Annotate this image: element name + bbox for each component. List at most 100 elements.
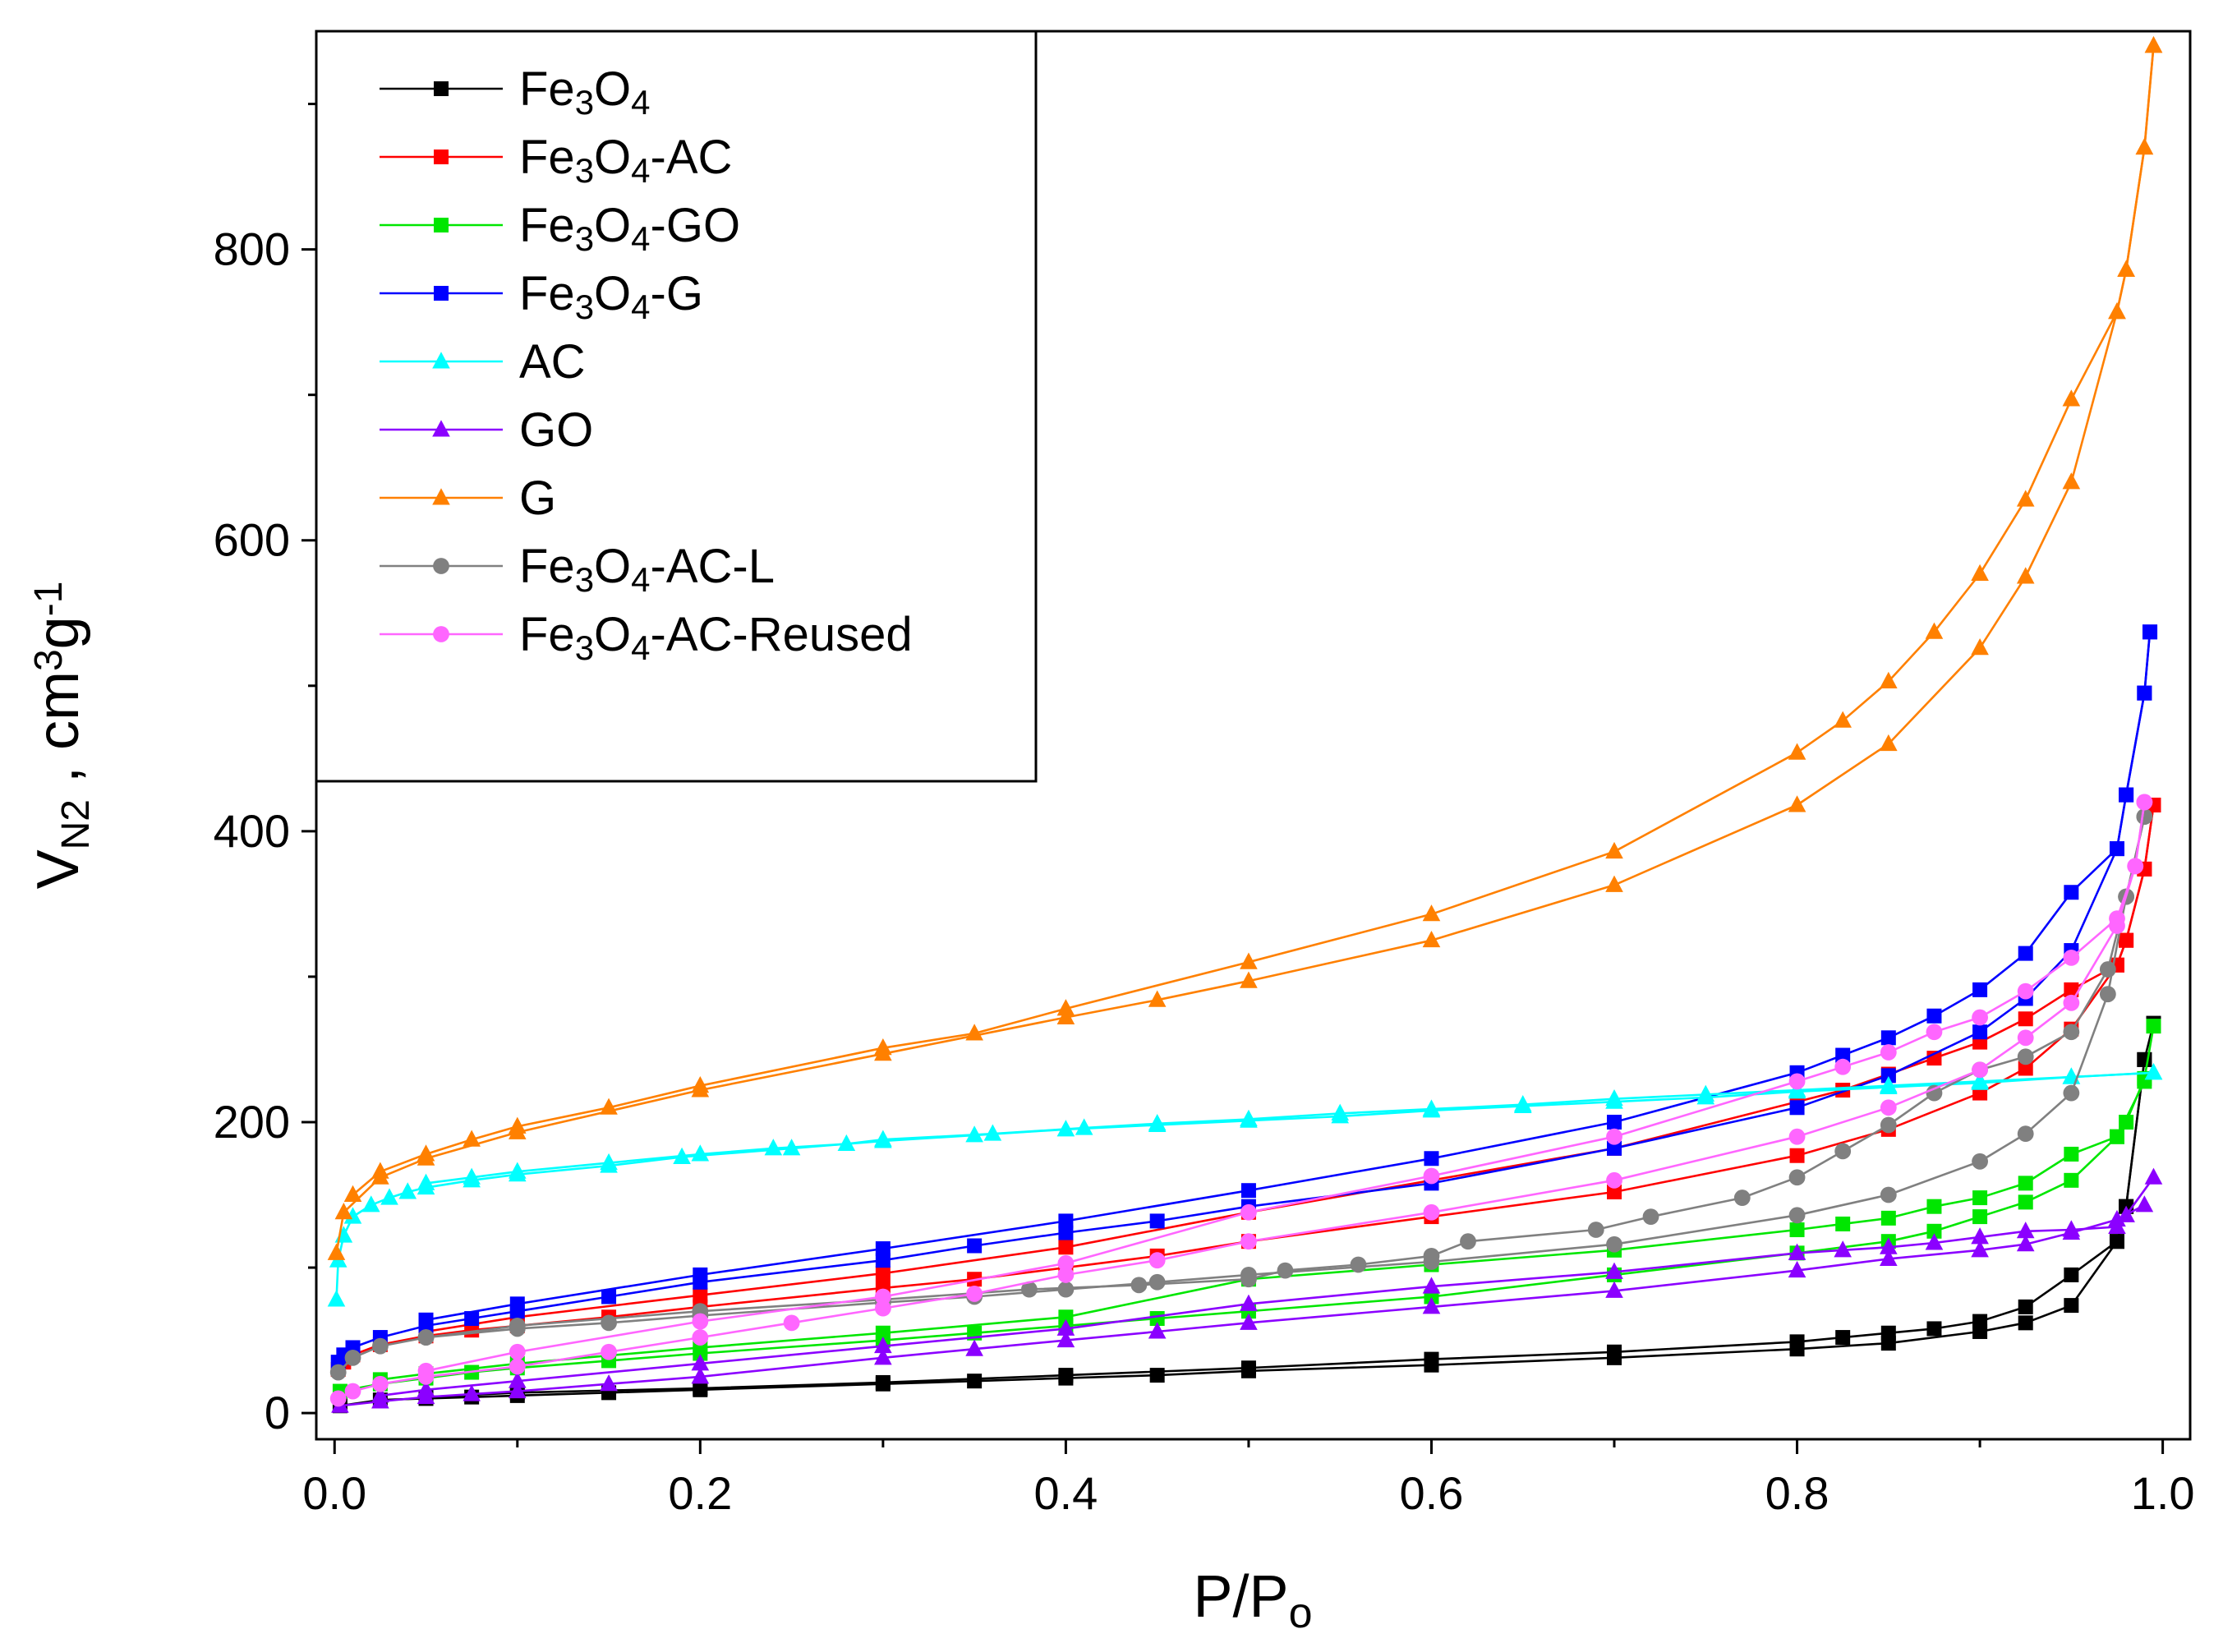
data-point-GO-adsorption-9 bbox=[1056, 1330, 1075, 1348]
legend-item-GO: GO bbox=[380, 403, 593, 457]
data-point-GO-adsorption-6 bbox=[691, 1367, 710, 1384]
y-tick-label: 200 bbox=[214, 1096, 290, 1148]
data-point-AC-desorption-10 bbox=[1240, 1109, 1258, 1126]
data-point-Fe3O4-AC-Reused-adsorption-8 bbox=[874, 1300, 891, 1317]
data-point-Fe3O4-AC-desorption-16 bbox=[693, 1287, 708, 1303]
data-point-GO-desorption-4 bbox=[2016, 1222, 2035, 1239]
data-point-GO-desorption-5 bbox=[1971, 1227, 1989, 1245]
y-axis-title-main: V bbox=[25, 849, 91, 889]
data-point-Fe3O4-AC-Reused-adsorption-13 bbox=[1423, 1203, 1440, 1221]
data-point-Fe3O4-G-desorption-8 bbox=[1880, 1030, 1896, 1046]
data-point-Fe3O4-AC-Reused-adsorption-9 bbox=[966, 1286, 983, 1302]
data-point-Fe3O4-AC-L-desorption-18 bbox=[1130, 1277, 1148, 1294]
data-point-Fe3O4-G-desorption-5 bbox=[2018, 946, 2033, 961]
data-point-GO-adsorption-7 bbox=[874, 1348, 892, 1365]
data-point-Fe3O4-AC-Reused-adsorption-0 bbox=[329, 1390, 347, 1407]
data-point-G-adsorption-9 bbox=[1240, 971, 1258, 988]
data-point-Fe3O4-AC-L-desorption-6 bbox=[1926, 1084, 1943, 1102]
data-point-GO-desorption-17 bbox=[417, 1380, 435, 1397]
data-point-Fe3O4-AC-L-desorption-13 bbox=[1460, 1233, 1476, 1250]
data-point-G-desorption-2 bbox=[2117, 260, 2135, 277]
data-point-Fe3O4-G-adsorption-16 bbox=[1789, 1100, 1805, 1116]
data-point-GO-desorption-8 bbox=[1834, 1240, 1852, 1258]
data-point-Fe3O4-desorption-14 bbox=[1058, 1368, 1074, 1383]
data-point-Fe3O4-desorption-11 bbox=[1607, 1344, 1622, 1360]
data-point-Fe3O4-G-desorption-7 bbox=[1926, 1008, 1942, 1024]
data-point-Fe3O4-G-adsorption-18 bbox=[1972, 1024, 1988, 1040]
legend-swatch-marker bbox=[434, 218, 449, 232]
data-point-AC-desorption-9 bbox=[1331, 1103, 1350, 1121]
data-point-Fe3O4-AC-Reused-adsorption-19 bbox=[2063, 994, 2080, 1011]
data-point-Fe3O4-G-desorption-4 bbox=[2064, 885, 2079, 900]
data-point-Fe3O4-desorption-12 bbox=[1424, 1351, 1439, 1367]
data-point-Fe3O4-AC-desorption-2 bbox=[2119, 932, 2134, 948]
data-point-Fe3O4-desorption-16 bbox=[693, 1381, 708, 1397]
legend-item-Fe3O4-AC-L: Fe3O4-AC-L bbox=[380, 540, 775, 599]
data-point-Fe3O4-AC-Reused-adsorption-15 bbox=[1788, 1128, 1806, 1145]
legend-item-G: G bbox=[380, 472, 556, 525]
series-line-Fe3O4-adsorption bbox=[339, 1059, 2146, 1407]
data-point-GO-desorption-11 bbox=[1422, 1277, 1441, 1294]
axes-layer: 0.0 0.2 0.4 0.6 0.8 1.0 0 200 400 600 800 bbox=[214, 103, 2195, 1519]
data-point-Fe3O4-adsorption-8 bbox=[967, 1374, 983, 1389]
data-point-AC-desorption-19 bbox=[508, 1162, 527, 1179]
data-point-Fe3O4-GO-desorption-5 bbox=[2018, 1176, 2033, 1191]
data-point-Fe3O4-AC-Reused-desorption-12 bbox=[1240, 1203, 1257, 1221]
data-point-GO-desorption-6 bbox=[1925, 1233, 1944, 1250]
data-point-Fe3O4-AC-adsorption-16 bbox=[1789, 1148, 1805, 1163]
data-point-Fe3O4-GO-desorption-7 bbox=[1926, 1199, 1942, 1214]
data-point-Fe3O4-AC-Reused-desorption-5 bbox=[1972, 1009, 1988, 1026]
data-point-Fe3O4-AC-Reused-adsorption-16 bbox=[1880, 1099, 1897, 1116]
data-point-Fe3O4-adsorption-18 bbox=[2064, 1298, 2079, 1314]
y-tick-label: 400 bbox=[214, 805, 290, 857]
data-point-GO-desorption-3 bbox=[2062, 1220, 2081, 1237]
data-point-GO-desorption-0 bbox=[2144, 1167, 2163, 1185]
y-tick-label: 0 bbox=[265, 1387, 290, 1438]
data-point-Fe3O4-AC-L-adsorption-1 bbox=[344, 1349, 361, 1366]
data-point-G-desorption-12 bbox=[1422, 904, 1441, 922]
data-point-Fe3O4-G-desorption-15 bbox=[875, 1241, 891, 1257]
data-point-AC-adsorption-14 bbox=[965, 1125, 983, 1143]
data-point-Fe3O4-AC-Reused-desorption-10 bbox=[1606, 1128, 1622, 1145]
data-point-Fe3O4-AC-L-adsorption-0 bbox=[329, 1364, 347, 1381]
data-point-AC-desorption-7 bbox=[1513, 1095, 1532, 1112]
data-point-AC-adsorption-15 bbox=[1056, 1120, 1075, 1137]
data-point-Fe3O4-AC-L-desorption-19 bbox=[1020, 1281, 1038, 1298]
data-point-Fe3O4-GO-desorption-10 bbox=[1789, 1222, 1805, 1238]
data-point-G-desorption-13 bbox=[1240, 952, 1258, 969]
x-tick-label: 0.2 bbox=[668, 1467, 732, 1519]
data-point-Fe3O4-AC-L-adsorption-5 bbox=[601, 1314, 617, 1332]
data-point-Fe3O4-AC-Reused-desorption-13 bbox=[1057, 1254, 1075, 1272]
data-point-Fe3O4-desorption-10 bbox=[1789, 1334, 1805, 1350]
data-point-GO-adsorption-14 bbox=[1788, 1260, 1806, 1278]
data-point-Fe3O4-GO-adsorption-18 bbox=[2018, 1194, 2033, 1210]
data-point-GO-adsorption-8 bbox=[965, 1339, 983, 1356]
data-point-G-adsorption-10 bbox=[1422, 930, 1441, 948]
data-point-Fe3O4-G-adsorption-5 bbox=[464, 1311, 480, 1327]
data-point-Fe3O4-AC-Reused-desorption-3 bbox=[2063, 950, 2080, 966]
data-point-Fe3O4-AC-Reused-adsorption-18 bbox=[2017, 1029, 2034, 1047]
y-axis-title-sub: N2 bbox=[54, 799, 98, 849]
data-point-Fe3O4-AC-desorption-5 bbox=[2018, 1011, 2033, 1027]
data-point-Fe3O4-AC-L-desorption-14 bbox=[1423, 1247, 1440, 1264]
x-axis-title: P/Po bbox=[1194, 1564, 1313, 1637]
data-point-AC-adsorption-3 bbox=[343, 1207, 362, 1224]
data-point-Fe3O4-AC-desorption-15 bbox=[875, 1266, 891, 1282]
data-point-Fe3O4-AC-L-adsorption-2 bbox=[371, 1337, 389, 1355]
legend-swatch-marker bbox=[432, 420, 450, 437]
data-point-Fe3O4-G-adsorption-7 bbox=[601, 1289, 617, 1305]
legend-label: Fe3O4-G bbox=[519, 267, 703, 326]
legend-swatch-marker bbox=[433, 558, 449, 574]
series-line-Fe3O4-AC-L-desorption bbox=[426, 816, 2146, 1339]
data-point-Fe3O4-AC-L-adsorption-17 bbox=[2017, 1125, 2034, 1143]
data-point-G-desorption-21 bbox=[417, 1144, 435, 1162]
data-point-GO-adsorption-4 bbox=[508, 1381, 527, 1399]
data-point-GO-desorption-15 bbox=[691, 1354, 710, 1371]
y-axis-title: VN2 , cm3g-1 bbox=[25, 582, 98, 890]
data-point-Fe3O4-G-adsorption-9 bbox=[875, 1253, 891, 1268]
data-point-GO-desorption-10 bbox=[1605, 1262, 1623, 1279]
data-point-G-adsorption-14 bbox=[1971, 638, 1989, 656]
data-point-Fe3O4-adsorption-10 bbox=[1149, 1368, 1165, 1383]
data-point-GO-adsorption-15 bbox=[1880, 1249, 1898, 1266]
data-point-Fe3O4-desorption-9 bbox=[1835, 1330, 1851, 1346]
